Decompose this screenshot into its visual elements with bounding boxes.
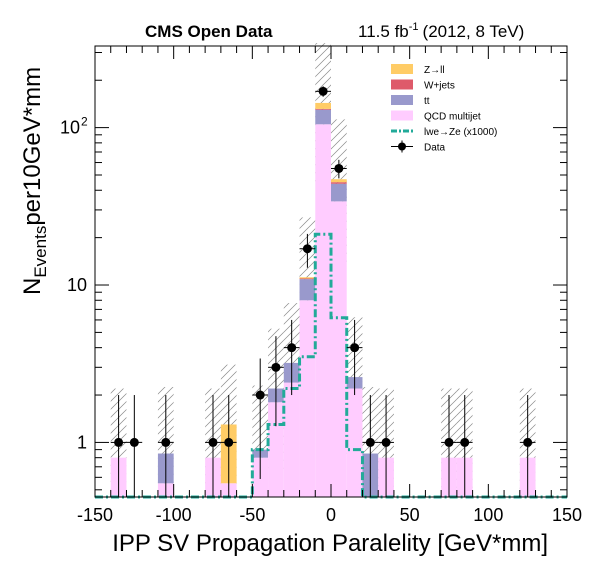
data-point: [350, 343, 360, 353]
stack-bar-wjets: [315, 108, 331, 110]
data-point: [365, 437, 375, 447]
lumi-unit: fb: [395, 22, 409, 41]
stack-bar-qcdmultijet: [283, 382, 300, 497]
x-tick-label: -100: [156, 505, 192, 525]
legend-swatch: [391, 64, 413, 74]
stacked-bars-group: [110, 102, 536, 497]
legend-label: QCD multijet: [424, 112, 481, 123]
data-point: [318, 86, 328, 96]
data-points-group: [110, 86, 536, 497]
legend-label: Data: [424, 143, 446, 154]
x-tick-label: 50: [400, 505, 420, 525]
y-tick-exponent: 2: [81, 115, 88, 129]
stack-bar-tt: [331, 183, 347, 202]
stack-bar-tt: [315, 109, 331, 125]
x-tick-label: 150: [552, 505, 582, 525]
legend-label: tt: [424, 96, 430, 107]
data-point: [523, 437, 533, 447]
y-tick-label: 1: [77, 432, 87, 452]
data-point: [287, 343, 297, 353]
stack-bar-zll: [315, 102, 331, 109]
luminosity-label: 11.5 fb-1 (2012, 8 TeV): [358, 21, 524, 41]
data-point: [381, 437, 391, 447]
x-tick-label: -50: [239, 505, 265, 525]
legend-marker: [398, 142, 406, 151]
y-tick-label: 10: [67, 275, 87, 295]
lumi-value: 11.5: [358, 22, 390, 41]
data-point: [224, 437, 234, 447]
stack-bar-qcdmultijet: [315, 124, 331, 497]
y-label-tail: per10GeV*mm: [19, 67, 46, 226]
y-axis-label: NEventsper10GeV*mm: [19, 67, 50, 295]
stack-bar-qcdmultijet: [299, 300, 316, 497]
data-point: [161, 437, 171, 447]
signal-line-group: [95, 232, 567, 499]
lumi-tail: (2012, 8 TeV): [423, 22, 525, 41]
stack-bar-wjets: [299, 278, 316, 280]
y-tick-label: 10: [60, 118, 80, 138]
y-label-sub: Events: [31, 226, 50, 278]
x-tick-label: -150: [77, 505, 113, 525]
chart-title: CMS Open Data: [145, 22, 273, 41]
stack-bar-qcdmultijet: [331, 201, 347, 497]
legend-label: lwe→Ze (x1000): [424, 127, 497, 138]
stack-bar-tt: [299, 279, 316, 301]
legend-swatch: [391, 79, 413, 90]
legend: Z→ll W+jets tt QCD multijet lwe→Ze (x1000) Da…: [391, 64, 497, 154]
signal-step-line: [95, 232, 567, 499]
lumi-exponent: -1: [409, 21, 419, 33]
data-point: [460, 437, 470, 447]
stack-bar-zll: [331, 179, 347, 183]
x-axis-label: IPP SV Propagation Paralelity [GeV*mm]: [112, 530, 548, 557]
stack-bar-wjets: [331, 182, 347, 184]
data-point: [302, 244, 312, 254]
data-point: [334, 163, 344, 173]
data-point: [208, 437, 218, 447]
data-point: [129, 437, 139, 447]
data-point: [444, 437, 454, 447]
data-point: [271, 362, 281, 372]
x-tick-label: 0: [326, 505, 336, 525]
x-tick-label: 100: [473, 505, 503, 525]
stack-bar-zll: [299, 277, 316, 279]
legend-label: W+jets: [424, 81, 455, 92]
stack-bar-qcdmultijet: [346, 388, 363, 497]
data-point: [114, 437, 124, 447]
legend-swatch: [391, 95, 413, 105]
y-label-main: N: [19, 278, 46, 295]
legend-swatch: [391, 110, 413, 121]
legend-label: Z→ll: [424, 65, 445, 76]
data-point: [255, 390, 265, 400]
